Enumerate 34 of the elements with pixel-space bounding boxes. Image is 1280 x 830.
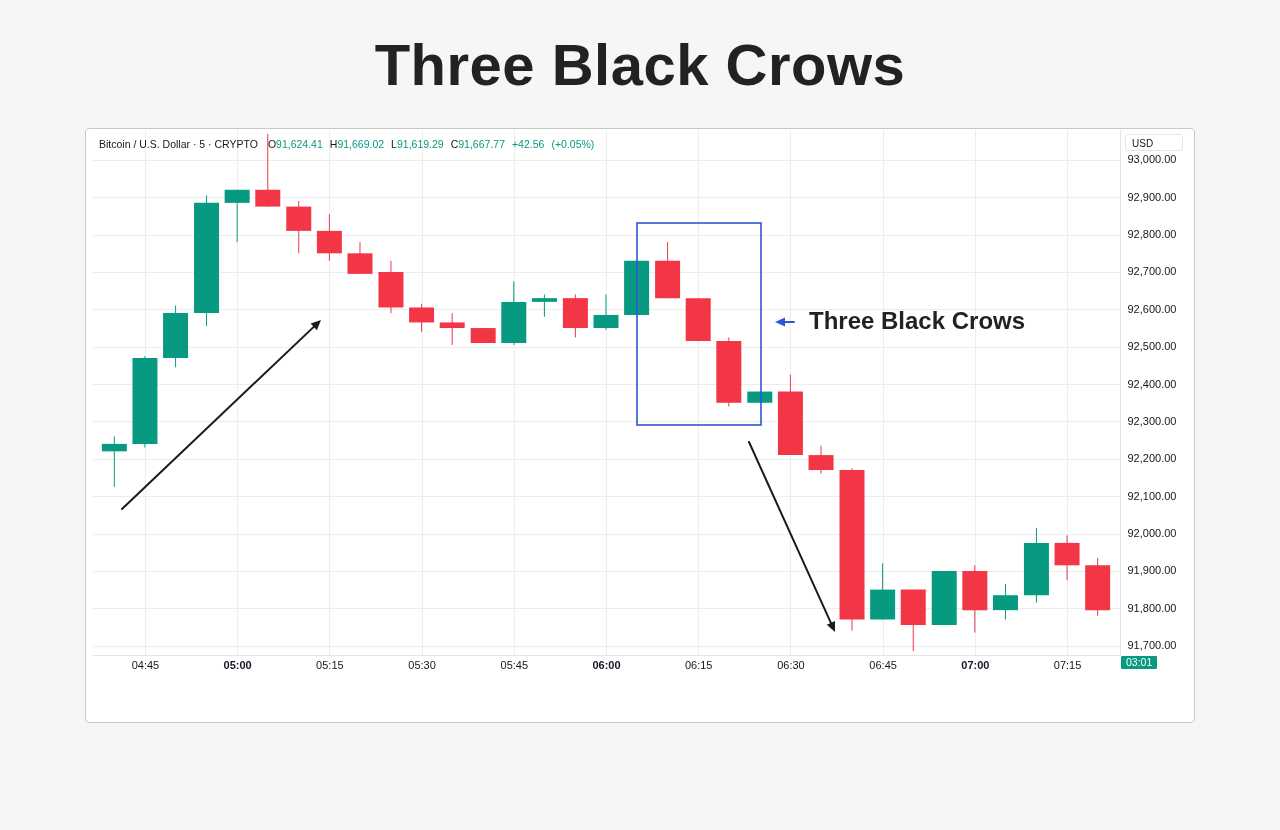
y-tick-label: 92,900.00 <box>1127 190 1177 203</box>
x-tick-label: 05:15 <box>316 658 344 671</box>
x-tick-label: 06:00 <box>592 658 621 671</box>
y-tick-label: 91,900.00 <box>1127 564 1177 577</box>
x-tick-label: 06:45 <box>869 658 897 671</box>
annotation: Bitcoin / U.S. Dollar · 5 · CRYPTO <box>99 138 258 150</box>
y-tick-label: 92,700.00 <box>1127 265 1177 278</box>
x-tick-label: 06:30 <box>777 658 805 671</box>
y-tick-label: 92,200.00 <box>1127 452 1177 465</box>
y-tick-label: 92,000.00 <box>1127 527 1177 540</box>
x-tick-label: 05:00 <box>223 658 252 671</box>
y-tick-label: 91,800.00 <box>1127 601 1177 614</box>
y-tick-label: 93,000.00 <box>1127 153 1177 166</box>
x-tick-label: 07:00 <box>961 658 990 671</box>
chart-title: Three Black Crows <box>373 31 907 99</box>
annotation: Three Black Crows <box>809 307 1026 335</box>
x-tick-label: 05:45 <box>500 658 529 671</box>
y-axis-title: USD <box>1125 134 1183 151</box>
x-tick-label: 07:15 <box>1053 658 1082 671</box>
candlestick <box>439 312 465 346</box>
y-tick-label: 92,100.00 <box>1127 489 1177 502</box>
x-tick-label: 06:15 <box>684 658 713 671</box>
x-tick-label: 05:30 <box>408 658 436 671</box>
y-tick-label: 92,800.00 <box>1127 228 1177 241</box>
y-tick-label: 92,600.00 <box>1127 302 1177 315</box>
x-tick-label: 04:45 <box>131 658 160 671</box>
candlestick <box>101 435 127 488</box>
y-tick-label: 92,400.00 <box>1127 377 1177 390</box>
text: 03:01 <box>1121 656 1158 669</box>
candlestick <box>531 293 557 318</box>
y-tick-label: 92,300.00 <box>1127 414 1177 427</box>
y-tick-label: 92,500.00 <box>1127 340 1177 353</box>
text: O91,624.41 H91,669.02 L91,619.29 C91,667.77 +42.56 (+0.05%) <box>267 138 595 150</box>
y-tick-label: 91,700.00 <box>1127 639 1177 652</box>
